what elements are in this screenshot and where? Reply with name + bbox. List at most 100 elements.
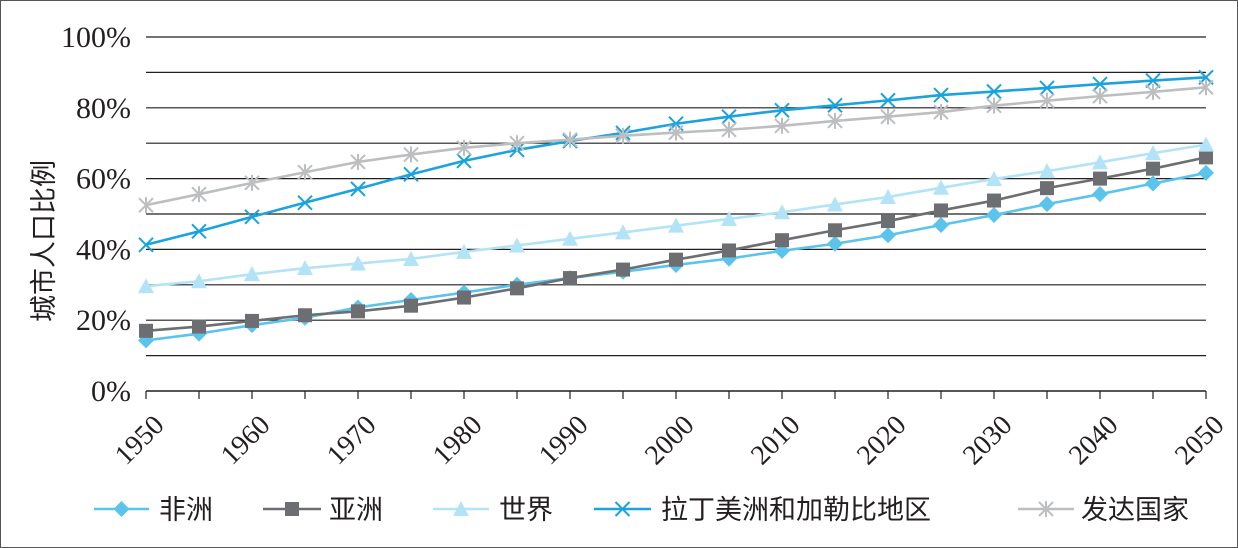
data-point: [774, 204, 790, 220]
data-point: [986, 83, 1002, 100]
data-point: [191, 186, 207, 203]
data-point: [562, 230, 578, 246]
data-point: [244, 209, 260, 225]
data-point: [668, 217, 684, 233]
legend-item-0: 非洲: [94, 495, 213, 526]
data-point: [244, 266, 260, 282]
data-point: [139, 323, 153, 338]
series-1: [139, 150, 1213, 338]
legend: 非洲 亚洲 世界 拉丁美洲和加勒比地区 发达国家: [94, 495, 1189, 526]
data-point: [1146, 161, 1160, 176]
data-point: [933, 87, 949, 103]
legend-label: 拉丁美洲和加勒比地区: [661, 495, 931, 526]
data-point: [1199, 150, 1213, 165]
legend-label: 非洲: [159, 495, 213, 526]
data-point: [350, 153, 366, 170]
data-point: [509, 237, 525, 253]
data-point: [350, 181, 366, 197]
data-point: [616, 262, 630, 277]
data-point: [350, 255, 366, 271]
x-tick-label: 1990: [533, 410, 595, 472]
data-point: [1198, 164, 1214, 181]
data-point: [1145, 175, 1161, 192]
data-point: [244, 174, 260, 191]
data-point: [1145, 72, 1161, 89]
data-point: [456, 153, 472, 169]
y-axis-label: 城市人口比例: [29, 160, 60, 322]
data-point-stroke: [191, 223, 207, 240]
data-point: [456, 139, 472, 156]
data-point-stroke: [403, 166, 419, 183]
y-tick-labels: 0% 20% 40% 60% 80% 100%: [61, 21, 131, 408]
data-point: [453, 501, 469, 516]
x-tick-label: 2040: [1063, 410, 1125, 472]
legend-label: 发达国家: [1081, 495, 1189, 526]
data-point: [191, 273, 207, 289]
series-lines: [138, 69, 1214, 349]
x-tick-label: 2020: [851, 410, 913, 472]
data-point: [509, 135, 525, 152]
legend-label: 亚洲: [329, 495, 383, 526]
data-point-stroke: [880, 92, 896, 109]
data-point-stroke: [350, 181, 366, 197]
axes: [145, 390, 1207, 399]
data-point: [297, 164, 313, 181]
legend-label: 世界: [499, 495, 553, 526]
data-point: [827, 235, 843, 252]
data-point-stroke: [774, 102, 790, 118]
data-point: [297, 194, 313, 211]
data-point: [1039, 92, 1055, 109]
data-point: [138, 197, 154, 214]
data-point: [721, 121, 737, 138]
data-point-stroke: [244, 209, 260, 225]
data-point: [563, 271, 577, 286]
data-point: [1093, 171, 1107, 186]
legend-item-3: 拉丁美洲和加勒比地区: [594, 495, 931, 526]
data-point: [986, 207, 1002, 224]
data-point: [880, 92, 896, 109]
data-point: [192, 319, 206, 334]
x-tick-label: 2050: [1169, 410, 1231, 472]
data-point: [138, 278, 154, 294]
data-point: [986, 97, 1002, 114]
data-point: [933, 216, 949, 233]
x-tick-labels: 1950 1960 1970 1980 1990 2000 2010 2020 2030 2040…: [109, 410, 1231, 472]
data-point: [615, 127, 631, 144]
data-point: [775, 233, 789, 248]
y-tick-label: 80%: [76, 92, 131, 125]
series-2: [138, 136, 1214, 294]
y-tick-label: 20%: [76, 304, 131, 337]
data-point-stroke: [614, 501, 631, 517]
data-point: [1198, 79, 1214, 96]
data-point: [933, 104, 949, 121]
data-point: [828, 223, 842, 238]
data-point: [113, 501, 130, 517]
data-point-stroke: [1092, 76, 1108, 92]
data-point: [1038, 501, 1054, 517]
data-point: [298, 308, 312, 323]
x-tick-label: 2030: [957, 410, 1019, 472]
data-point-stroke: [827, 97, 843, 114]
data-point: [880, 189, 896, 205]
data-point-stroke: [138, 237, 154, 253]
data-point: [827, 196, 843, 212]
x-tick-label: 1980: [427, 410, 489, 472]
data-point: [457, 290, 471, 305]
data-point: [138, 237, 154, 253]
data-point: [880, 108, 896, 125]
data-point: [614, 501, 631, 517]
data-point: [285, 502, 299, 516]
data-point: [722, 243, 736, 258]
data-point: [827, 112, 843, 129]
data-point: [881, 214, 895, 229]
y-tick-label: 100%: [61, 21, 131, 54]
data-point: [721, 108, 737, 125]
data-point: [933, 179, 949, 195]
data-point: [1092, 88, 1108, 105]
data-point: [404, 298, 418, 313]
y-tick-label: 60%: [76, 163, 131, 196]
y-tick-label: 40%: [76, 233, 131, 266]
data-point: [1040, 181, 1054, 196]
gridlines: [146, 36, 1206, 357]
data-point: [721, 210, 737, 226]
